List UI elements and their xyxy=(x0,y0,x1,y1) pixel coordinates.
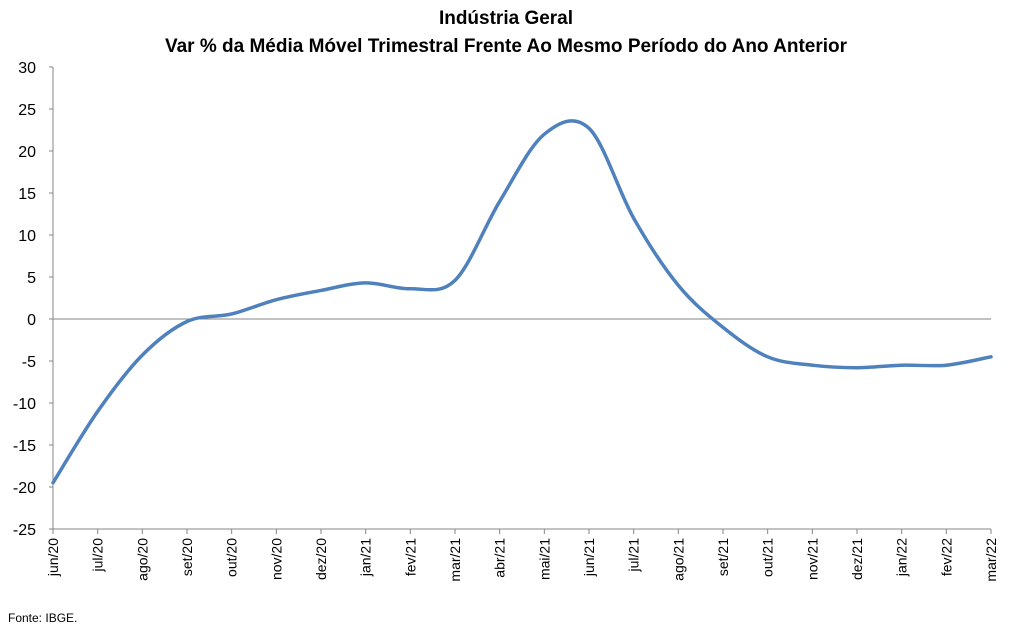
y-tick-label: -10 xyxy=(13,396,36,413)
y-tick-label: 20 xyxy=(18,144,36,161)
series-line xyxy=(51,119,993,485)
x-tick-label: fev/22 xyxy=(938,538,954,576)
y-tick-label: -15 xyxy=(13,438,36,455)
x-tick-label: jan/22 xyxy=(894,538,910,577)
x-tick-label: mar/22 xyxy=(983,538,999,582)
x-tick-label: out/20 xyxy=(224,538,240,577)
x-tick-label: jun/20 xyxy=(45,538,61,577)
x-tick-label: dez/20 xyxy=(313,538,329,580)
x-tick-label: jul/21 xyxy=(626,538,642,573)
x-tick-label: nov/21 xyxy=(804,538,820,580)
chart-subtitle: Var % da Média Móvel Trimestral Frente A… xyxy=(164,36,848,57)
x-tick-label: mar/21 xyxy=(447,538,463,582)
x-tick-label: set/20 xyxy=(179,538,195,576)
y-tick-label: 25 xyxy=(18,102,36,119)
source-note: Fonte: IBGE. xyxy=(8,611,78,625)
x-tick-label: nov/20 xyxy=(268,538,284,580)
x-tick-label: jul/20 xyxy=(90,538,106,573)
x-tick-label: dez/21 xyxy=(849,538,865,580)
x-tick-label: ago/20 xyxy=(134,538,150,581)
x-tick-label: out/21 xyxy=(760,538,776,577)
y-tick-label: 0 xyxy=(27,312,36,329)
y-tick-label: -20 xyxy=(13,480,36,497)
chart-title: Indústria Geral xyxy=(438,8,574,29)
y-tick-label: -5 xyxy=(22,354,36,371)
y-tick-label: 5 xyxy=(27,270,36,287)
x-tick-label: ago/21 xyxy=(670,538,686,581)
x-tick-label: mai/21 xyxy=(536,538,552,580)
y-tick-label: 15 xyxy=(18,186,36,203)
y-tick-label: 10 xyxy=(18,228,36,245)
y-tick-label: 30 xyxy=(18,60,36,77)
y-tick-label: -25 xyxy=(13,522,36,539)
x-tick-label: jun/21 xyxy=(581,538,597,577)
x-tick-label: jan/21 xyxy=(358,538,374,577)
x-tick-label: set/21 xyxy=(715,538,731,576)
x-tick-label: abr/21 xyxy=(492,538,508,578)
x-tick-label: fev/21 xyxy=(402,538,418,576)
